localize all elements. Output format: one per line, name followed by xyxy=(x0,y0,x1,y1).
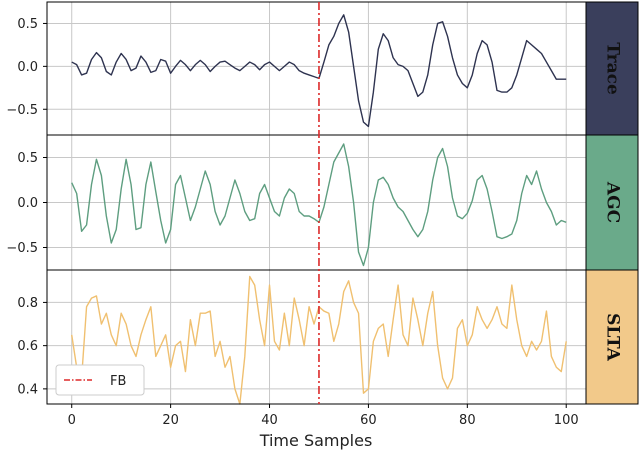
y-tick-label: 0.8 xyxy=(17,296,38,311)
y-tick-label: 0.0 xyxy=(17,196,38,211)
panel-tag-box xyxy=(585,269,639,405)
axes-frame xyxy=(46,1,587,136)
y-tick-label: 0.0 xyxy=(17,60,38,75)
x-tick-label: 100 xyxy=(554,413,579,428)
x-tick-label: 80 xyxy=(459,413,476,428)
panel-agc: 0.5 0.0 −0.5 AGC xyxy=(6,134,639,271)
y-tick-label: 0.5 xyxy=(17,151,38,166)
panels: 0.5 0.0 −0.5 Trace 0.5 0.0 −0.5 AGC 0.8 0.6 0.4 SLT… xyxy=(6,1,639,405)
x-tick-label: 20 xyxy=(162,413,179,428)
x-tick-labels: 0 20 40 60 80 100 xyxy=(68,404,579,428)
x-axis-title: Time Samples xyxy=(259,431,373,450)
panel-tag-box xyxy=(585,134,639,271)
legend-fb-label: FB xyxy=(110,374,126,389)
panel-tag-label: SLTA xyxy=(603,313,623,362)
x-tick-label: 60 xyxy=(360,413,377,428)
panel-tag-box xyxy=(585,1,639,136)
panel-tag-label: Trace xyxy=(603,42,623,95)
panel-tag-label: AGC xyxy=(603,181,623,223)
y-tick-label: 0.5 xyxy=(17,17,38,32)
legend: FB xyxy=(55,364,145,396)
x-tick-label: 40 xyxy=(261,413,278,428)
y-tick-label: 0.6 xyxy=(17,339,38,354)
y-tick-label: 0.4 xyxy=(17,382,38,397)
legend-box xyxy=(55,364,145,396)
x-tick-label: 0 xyxy=(68,413,76,428)
y-tick-label: −0.5 xyxy=(6,103,38,118)
y-tick-label: −0.5 xyxy=(6,241,38,256)
panel-trace: 0.5 0.0 −0.5 Trace xyxy=(6,1,639,136)
panel-slta: 0.8 0.6 0.4 SLTA xyxy=(17,269,639,405)
